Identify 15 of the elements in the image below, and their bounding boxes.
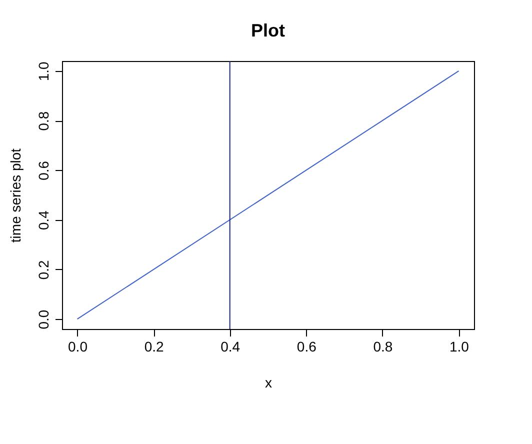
x-tick-label: 0.4 (220, 338, 240, 354)
x-tick-label: 0.0 (68, 338, 88, 354)
y-tick-label: 0.8 (36, 111, 52, 131)
y-tick-label: 0.2 (36, 260, 52, 280)
y-tick-label: 1.0 (36, 61, 52, 82)
x-tick-label: 1.0 (450, 338, 470, 354)
y-tick-label: 0.4 (36, 210, 52, 230)
x-tick-label: 0.2 (144, 338, 164, 354)
x-tick-label: 0.6 (296, 338, 317, 354)
y-tick-label: 0.6 (36, 160, 52, 180)
y-axis-title: time series plot (8, 148, 24, 243)
chart-title: Plot (251, 20, 285, 40)
y-tick-label: 0.0 (36, 310, 52, 330)
x-axis-title: x (265, 374, 272, 390)
x-tick-label: 0.8 (373, 338, 393, 354)
